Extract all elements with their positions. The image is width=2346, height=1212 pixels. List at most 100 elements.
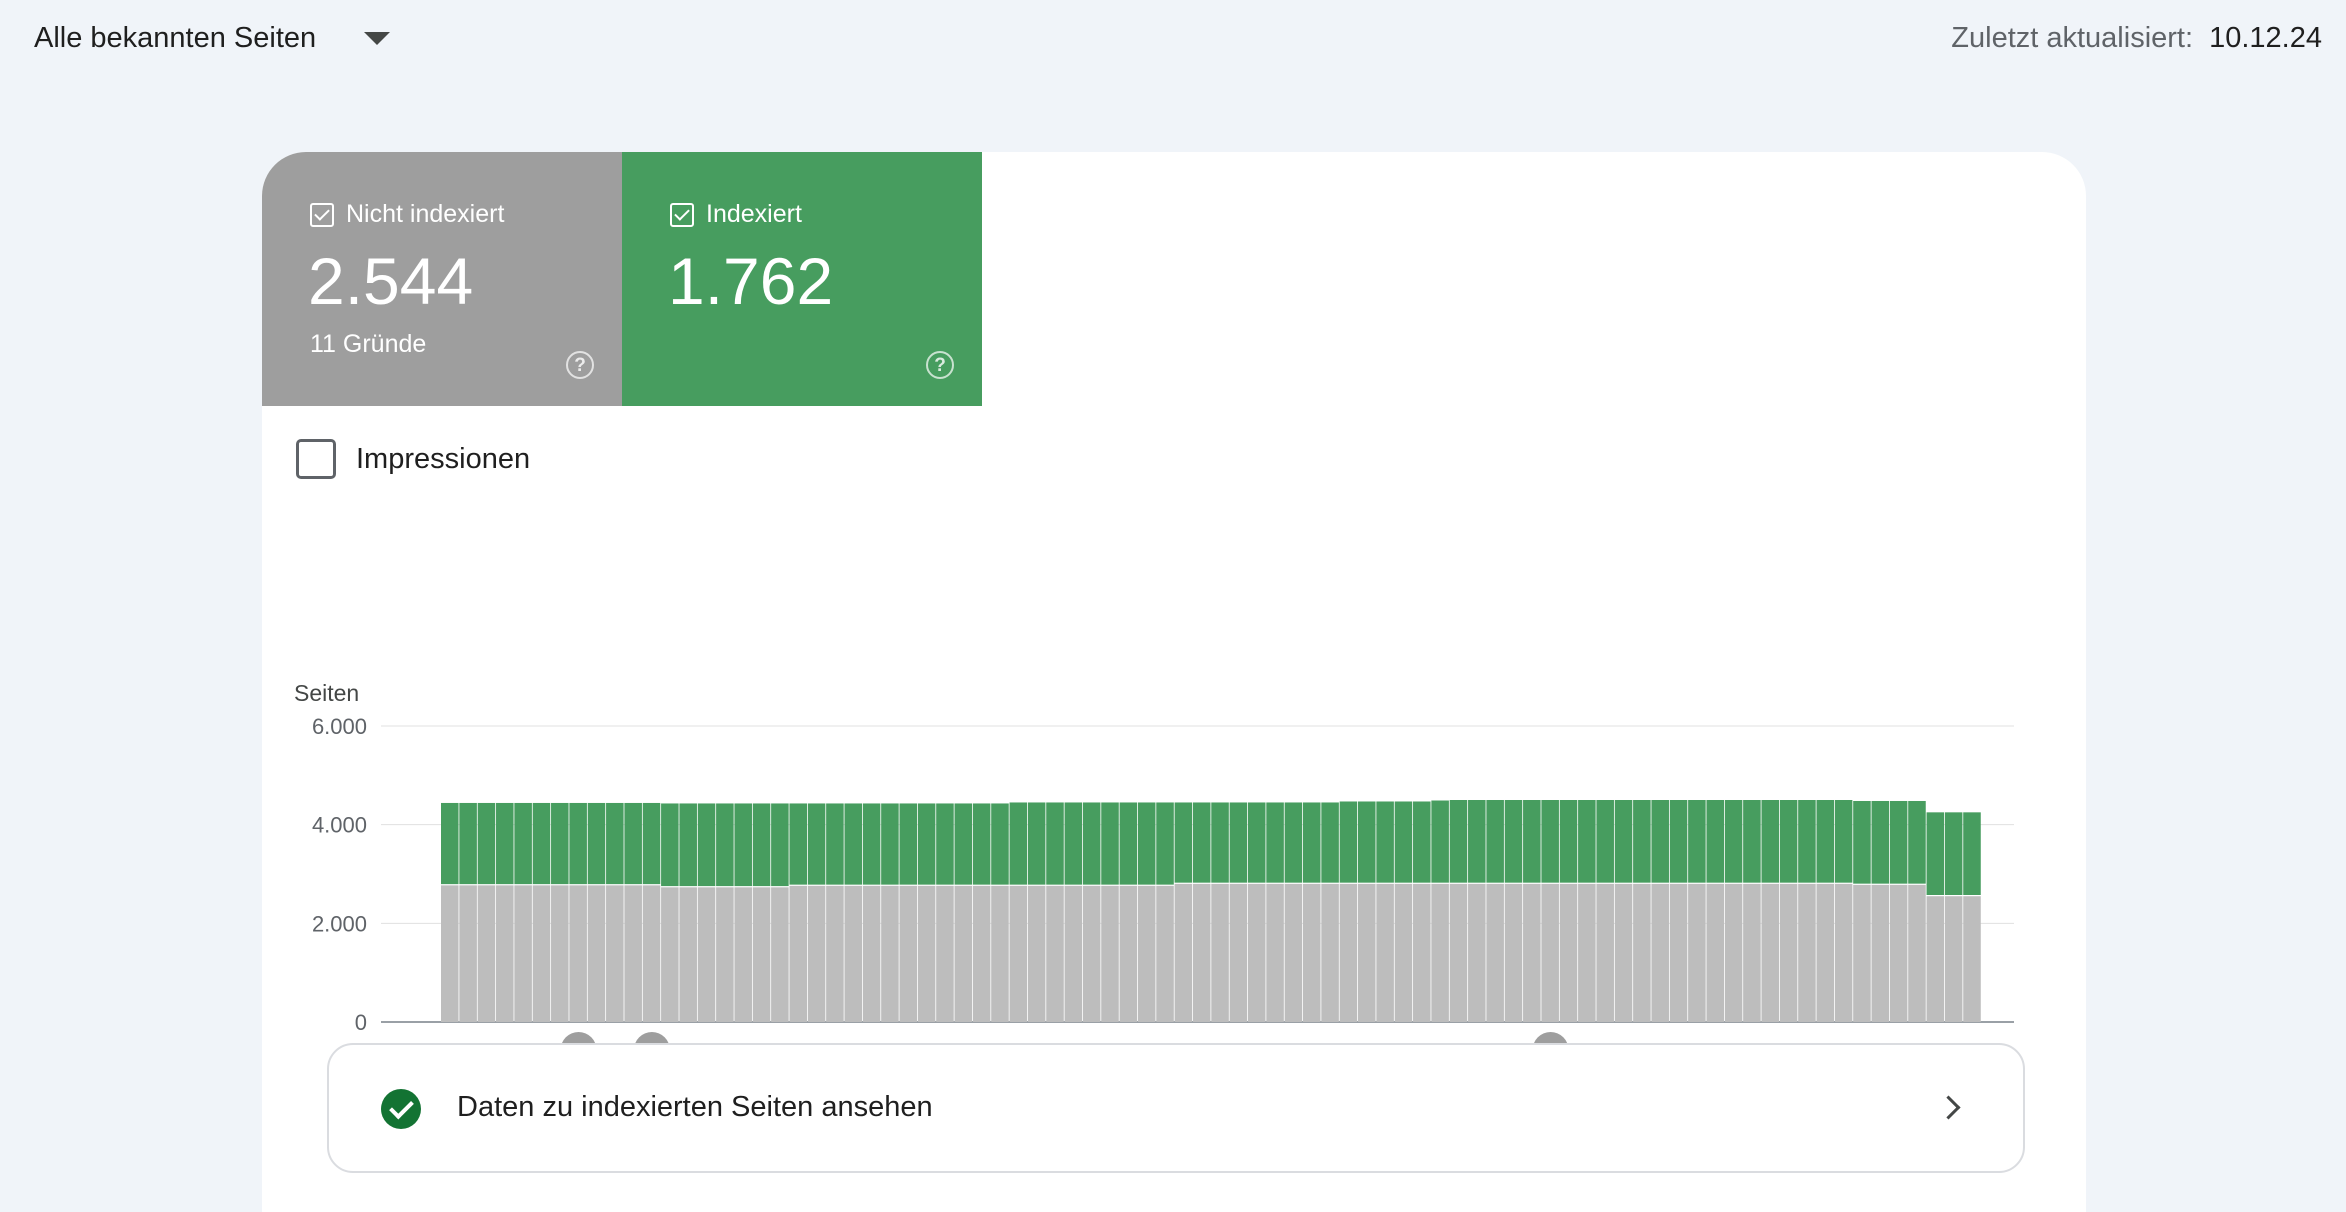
- checkbox-checked-icon[interactable]: [670, 202, 694, 227]
- bar-indexed: [1908, 800, 1926, 884]
- bar-indexed: [1651, 800, 1669, 883]
- bar-indexed: [954, 803, 973, 885]
- bar-not-indexed: [441, 885, 459, 1022]
- impressions-toggle[interactable]: Impressionen: [296, 439, 530, 479]
- help-icon[interactable]: ?: [926, 351, 954, 379]
- bar-not-indexed: [917, 885, 936, 1022]
- bar-not-indexed: [1321, 883, 1339, 1022]
- bar-indexed: [606, 802, 624, 885]
- bar-not-indexed: [1798, 883, 1816, 1022]
- bar-not-indexed: [1027, 885, 1046, 1022]
- y-axis-title: Seiten: [294, 680, 359, 706]
- bar-not-indexed: [1174, 883, 1193, 1022]
- bar-indexed: [1706, 800, 1724, 883]
- bar-indexed: [881, 803, 899, 885]
- bar-indexed: [1853, 800, 1871, 884]
- last-updated-value: 10.12.24: [2209, 22, 2322, 54]
- tile-indexed[interactable]: Indexiert 1.762 ?: [622, 152, 982, 406]
- bar-not-indexed: [1504, 883, 1523, 1022]
- tile-indexed-header: Indexiert: [670, 200, 802, 229]
- bar-not-indexed: [844, 885, 863, 1022]
- view-indexed-pages-button[interactable]: Daten zu indexierten Seiten ansehen: [327, 1043, 2025, 1173]
- bar-indexed: [661, 803, 679, 887]
- bar-not-indexed: [1853, 884, 1871, 1022]
- bar-indexed: [899, 803, 918, 885]
- page-filter-dropdown[interactable]: Alle bekannten Seiten: [34, 22, 391, 55]
- bar-indexed: [1339, 801, 1358, 883]
- bar-not-indexed: [752, 887, 771, 1022]
- bar-indexed: [1834, 800, 1853, 883]
- bar-not-indexed: [1266, 883, 1284, 1022]
- bar-not-indexed: [881, 885, 899, 1022]
- bar-indexed: [1064, 802, 1083, 885]
- bar-not-indexed: [1211, 883, 1229, 1022]
- bar-indexed: [1211, 802, 1229, 883]
- bar-indexed: [1192, 802, 1211, 883]
- bar-not-indexed: [1761, 883, 1780, 1022]
- chevron-right-icon: [1936, 1095, 1961, 1120]
- bar-not-indexed: [1614, 883, 1633, 1022]
- bar-indexed: [1944, 812, 1963, 895]
- bar-not-indexed: [1119, 885, 1138, 1022]
- bar-indexed: [1779, 800, 1798, 883]
- tile-indexed-value: 1.762: [668, 244, 834, 318]
- bar-indexed: [1229, 802, 1248, 883]
- bar-indexed: [697, 803, 716, 887]
- bar-not-indexed: [1156, 885, 1174, 1022]
- bar-not-indexed: [1064, 885, 1083, 1022]
- bar-indexed: [1284, 802, 1303, 883]
- bar-indexed: [1559, 800, 1578, 883]
- bar-not-indexed: [661, 887, 679, 1022]
- bar-not-indexed: [1101, 885, 1119, 1022]
- bar-indexed: [1046, 802, 1064, 885]
- bar-not-indexed: [991, 885, 1009, 1022]
- bar-not-indexed: [1816, 883, 1835, 1022]
- bar-indexed: [1266, 802, 1284, 883]
- bar-not-indexed: [697, 887, 716, 1022]
- bar-not-indexed: [1779, 883, 1798, 1022]
- bar-not-indexed: [1559, 883, 1578, 1022]
- bar-not-indexed: [1596, 883, 1614, 1022]
- bar-not-indexed: [1834, 883, 1853, 1022]
- bar-not-indexed: [1651, 883, 1669, 1022]
- bar-not-indexed: [972, 885, 991, 1022]
- bar-indexed: [826, 803, 844, 885]
- bar-not-indexed: [1944, 896, 1963, 1022]
- bar-not-indexed: [1229, 883, 1248, 1022]
- bar-indexed: [1926, 812, 1945, 895]
- y-tick-label: 6.000: [312, 714, 367, 739]
- checkbox-checked-icon[interactable]: [310, 202, 334, 227]
- top-bar: Alle bekannten Seiten Zuletzt aktualisie…: [0, 0, 2346, 80]
- tile-indexed-label: Indexiert: [706, 200, 802, 228]
- bar-not-indexed: [1284, 883, 1303, 1022]
- bar-not-indexed: [1889, 884, 1908, 1022]
- bar-indexed: [1596, 800, 1614, 883]
- bar-not-indexed: [1963, 896, 1981, 1022]
- bar-indexed: [1321, 802, 1339, 883]
- tile-not-indexed-header: Nicht indexiert: [310, 200, 504, 229]
- bar-not-indexed: [1688, 883, 1706, 1022]
- y-tick-label: 2.000: [312, 911, 367, 936]
- bar-not-indexed: [789, 885, 807, 1022]
- bar-indexed: [679, 803, 697, 887]
- bar-indexed: [972, 803, 991, 885]
- bar-indexed: [532, 802, 551, 885]
- help-icon[interactable]: ?: [566, 351, 594, 379]
- bar-not-indexed: [551, 885, 569, 1022]
- bar-not-indexed: [1192, 883, 1211, 1022]
- bar-not-indexed: [1449, 883, 1468, 1022]
- y-tick-label: 0: [355, 1010, 367, 1035]
- bar-indexed: [752, 803, 771, 887]
- bar-not-indexed: [826, 885, 844, 1022]
- bar-indexed: [1889, 800, 1908, 884]
- tile-not-indexed[interactable]: Nicht indexiert 2.544 11 Gründe ?: [262, 152, 622, 406]
- bar-indexed: [1119, 802, 1138, 885]
- bar-indexed: [1578, 800, 1596, 883]
- bar-indexed: [1541, 800, 1559, 883]
- bar-not-indexed: [1009, 885, 1028, 1022]
- impressions-checkbox[interactable]: [296, 439, 336, 479]
- bar-not-indexed: [459, 885, 477, 1022]
- y-tick-label: 4.000: [312, 813, 367, 838]
- bar-not-indexed: [1669, 883, 1688, 1022]
- bar-not-indexed: [1541, 883, 1559, 1022]
